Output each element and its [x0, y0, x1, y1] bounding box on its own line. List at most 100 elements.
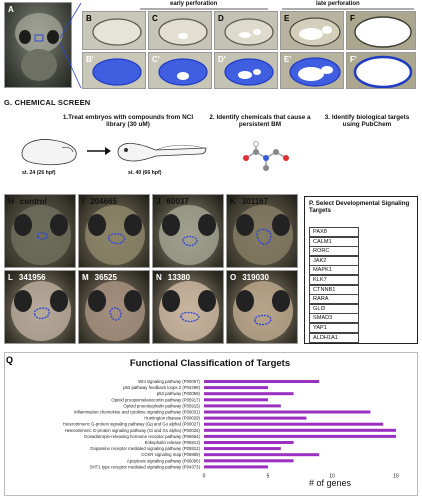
- x-axis-title: # of genes: [308, 478, 352, 488]
- compound-letter: L: [8, 273, 13, 282]
- bar: [204, 422, 384, 426]
- chemical-screen-title: G. CHEMICAL SCREEN: [4, 98, 91, 107]
- category-label: Wnt signaling pathway (P00057): [138, 379, 200, 384]
- compound-letter: I: [82, 197, 85, 206]
- compound-letter: J: [156, 197, 161, 206]
- category-label: Opioid proopiomelanocortin pathway (P059…: [111, 397, 200, 402]
- bar: [204, 428, 396, 432]
- arrow-icon: [87, 147, 111, 155]
- bar: [204, 441, 294, 444]
- compound-label-n: N 13380: [156, 274, 190, 282]
- panel-letter-a: A: [8, 5, 14, 14]
- target-item: KLK7: [309, 275, 359, 285]
- panel-letter-b-prime: B': [86, 55, 94, 64]
- bar: [204, 447, 281, 451]
- compound-panel-i: I 204665: [78, 194, 150, 268]
- targets-panel: P. Select Developmental Signaling Target…: [304, 196, 418, 344]
- panel-b-photo: B: [82, 11, 146, 50]
- bar-chart: Wnt signaling pathway (P00057)p53 pathwa…: [63, 379, 399, 480]
- compound-label-k: K 301167: [230, 198, 268, 206]
- panel-c-photo: C: [148, 11, 212, 50]
- panel-f-prime-photo: F': [346, 52, 416, 89]
- panel-letter-c-prime: C': [152, 55, 160, 64]
- panel-a-drawing: [15, 13, 63, 81]
- compound-id: 36525: [94, 273, 117, 282]
- bar: [204, 434, 396, 438]
- panel-letter-f: F: [350, 14, 355, 23]
- compound-label-o: O 319030: [230, 274, 269, 282]
- category-label: Heterotrimeric G-protein signaling pathw…: [63, 422, 201, 427]
- target-item: YAP1: [309, 323, 359, 333]
- chart-frame: [4, 352, 418, 496]
- compound-label-l: L 341956: [8, 274, 46, 282]
- stage-24-label: st. 24 (26 hpf): [22, 170, 56, 176]
- panel-c-prime-photo: C': [148, 52, 212, 89]
- panel-a-embryo-photo: A: [4, 2, 72, 88]
- panel-d-photo: D: [214, 11, 278, 50]
- panel-letter-d-prime: D': [218, 55, 226, 64]
- category-label: Apoptosis signaling pathway (P00006): [127, 458, 201, 463]
- target-item: PAX8: [309, 227, 359, 237]
- target-item: ALDH1A1: [309, 332, 359, 343]
- bar: [204, 404, 281, 408]
- late-bracket: [282, 8, 414, 10]
- screen-step-1: 1.Treat embryos with compounds from NCI …: [62, 114, 194, 129]
- panel-e-photo: E: [280, 11, 344, 50]
- category-label: p53 pathway feedback loops 2 (P04398): [123, 385, 200, 390]
- target-item: SMAD3: [309, 313, 359, 324]
- compound-id: 319030: [242, 273, 269, 282]
- target-item: MAPK1: [309, 265, 359, 276]
- molecule-icon: [243, 141, 289, 171]
- target-item: JAK2: [309, 255, 359, 266]
- screen-step-2: 2. Identify chemicals that cause a persi…: [209, 114, 311, 129]
- category-label: Huntington disease (P00029): [144, 416, 200, 421]
- compound-id: control: [19, 197, 47, 206]
- panel-letter-q: Q: [6, 355, 14, 365]
- compound-panel-l: L 341956: [4, 270, 76, 344]
- bar: [204, 392, 294, 396]
- category-label: 5HT1 type receptor mediated signaling pa…: [90, 464, 200, 469]
- panel-letter-b: B: [86, 14, 92, 23]
- panel-letter-e-prime: E': [284, 55, 292, 64]
- compound-id: 341956: [18, 273, 46, 282]
- compound-panel-m: M 36525: [78, 270, 150, 344]
- panel-letter-f-prime: F': [350, 55, 357, 64]
- late-perforation-label: late perforation: [316, 1, 360, 7]
- panel-letter-d: D: [218, 14, 224, 23]
- target-item: RORC: [309, 246, 359, 257]
- compound-id: 301167: [241, 197, 269, 206]
- embryo-stage-24-drawing: [21, 139, 77, 166]
- compound-label-m: M 36525: [82, 274, 117, 282]
- tadpole-stage-40-drawing: [117, 142, 207, 162]
- bar: [204, 459, 294, 463]
- target-item: CTNNB1: [309, 284, 359, 295]
- targets-title: P. Select Developmental Signaling Target…: [309, 200, 410, 215]
- stage-40-label: st. 40 (66 hpf): [128, 170, 162, 176]
- compound-id: 204665: [90, 197, 117, 206]
- compound-id: 60037: [166, 197, 189, 206]
- bar: [204, 380, 320, 383]
- compound-letter: O: [230, 273, 237, 282]
- panel-letter-e: E: [284, 14, 290, 23]
- panel-b-prime-photo: B': [82, 52, 146, 89]
- compound-letter: K: [230, 197, 236, 206]
- category-label: p53 pathway (P00059): [157, 391, 201, 396]
- screen-step-3: 3. Identify biological targets using Pub…: [324, 114, 410, 129]
- compound-id: 13380: [167, 273, 191, 282]
- category-label: CCKR signaling map (P06959): [141, 452, 200, 457]
- category-label: Inflammation chemokine and cytokine sign…: [74, 410, 201, 415]
- panel-letter-c: C: [152, 14, 158, 23]
- compound-label-j: J 60037: [156, 198, 189, 206]
- category-label: Dopamine receptor mediated signaling pat…: [90, 446, 200, 451]
- x-tick-label: 5: [267, 474, 270, 480]
- x-tick-label: 0: [203, 474, 206, 480]
- early-perforation-label: early perforation: [170, 1, 218, 7]
- bar: [204, 386, 268, 390]
- compound-letter: H: [8, 197, 14, 206]
- bar: [204, 453, 320, 457]
- target-item: CALM1: [309, 236, 359, 247]
- x-tick-label: 15: [393, 474, 399, 480]
- chart-title: Functional Classification of Targets: [129, 358, 291, 369]
